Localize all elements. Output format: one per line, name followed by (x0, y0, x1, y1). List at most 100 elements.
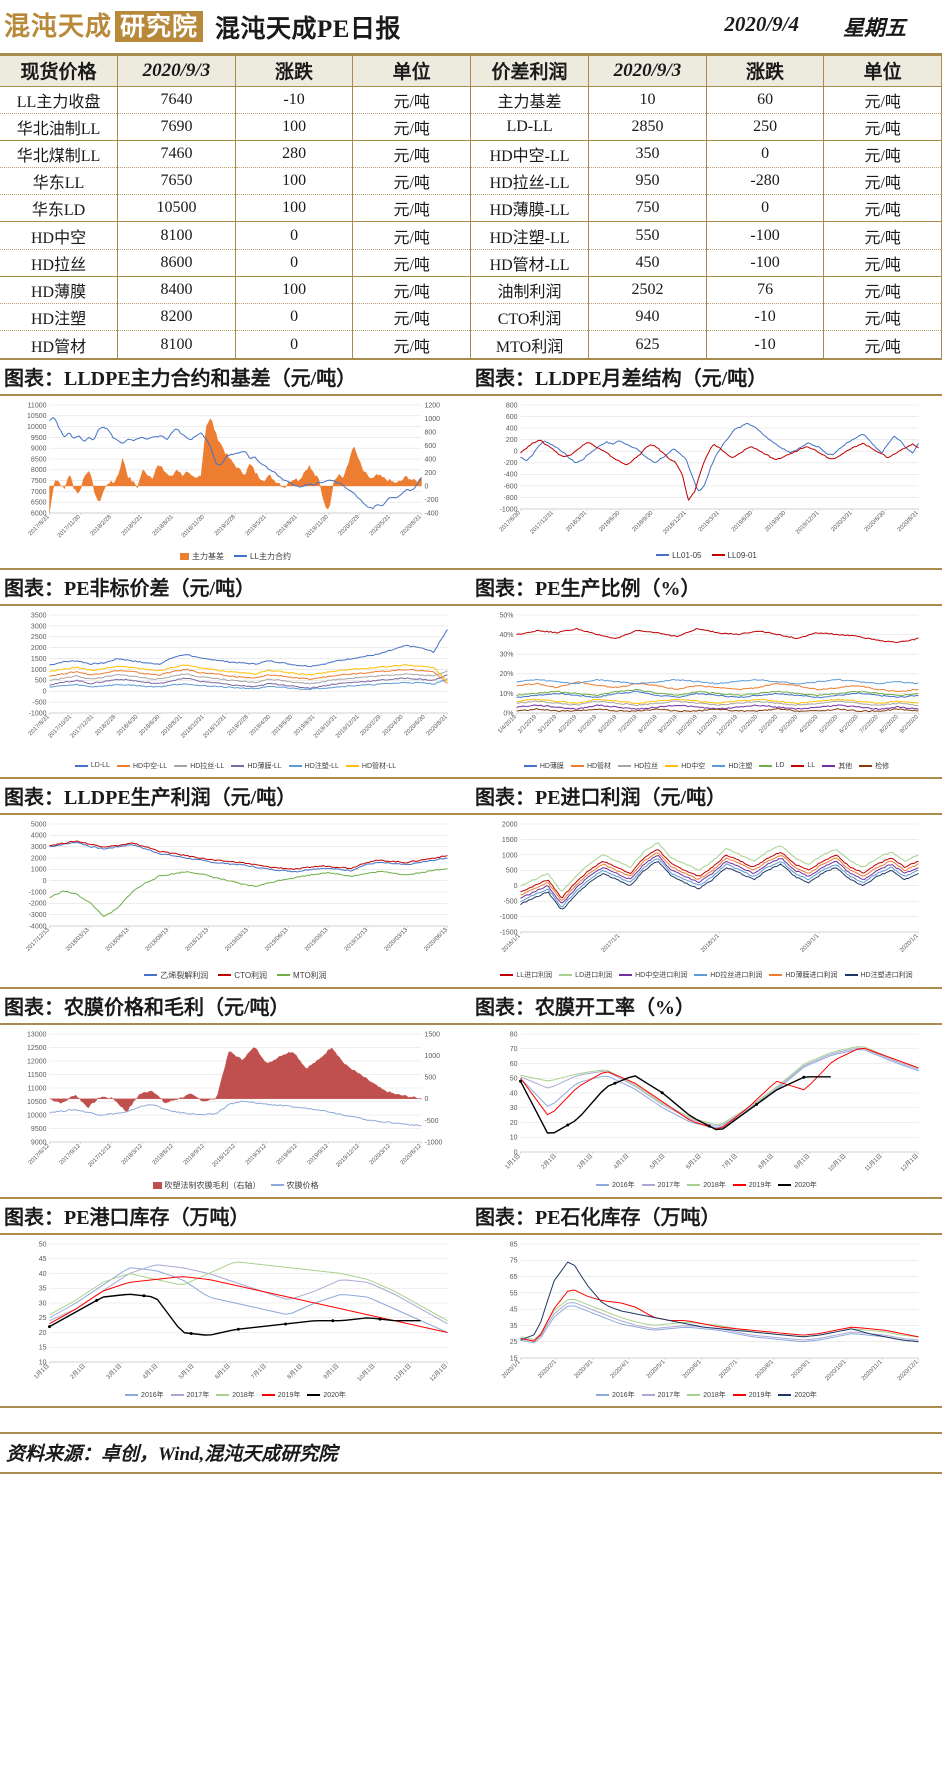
chart-lldpe-main-basis[interactable]: 6000 6500 7000 7500 8000 8500 9000 9500 10000 105… (0, 396, 471, 568)
legend-item: CTO利润 (218, 970, 267, 981)
spread-row-6-label: HD管材-LL (471, 249, 590, 277)
x-tick-label: 2019/2/28 (227, 714, 251, 738)
table-row: HD注塑-LL 550 -100 元/吨 (471, 221, 942, 250)
x-tick-label: 2018/12/13 (185, 927, 211, 953)
x-tick-label: 2018/3/12 (121, 1143, 145, 1167)
series-marker (142, 1294, 146, 1298)
legend-label: HD拉丝 (634, 762, 659, 770)
lldpe-main-basis-plot-area: 6000 6500 7000 7500 8000 8500 9000 9500 10000 105… (2, 399, 469, 549)
spot-row-8-label: HD注塑 (0, 303, 119, 332)
y-tick-label: 6000 (31, 510, 47, 517)
chart-agri-film-operating-rate[interactable]: 0 10 20 30 40 50 60 70 80 1月1日 2月1日 3月1日 4月1日 5月1日 6月1… (471, 1025, 942, 1197)
y-tick-label: -1000 (29, 710, 47, 717)
spread-row-5-change: -100 (706, 221, 825, 250)
spread-row-0-unit: 元/吨 (823, 86, 942, 114)
y-tick-label: 10% (499, 691, 513, 698)
table-row: 主力基差 10 60 元/吨 (471, 86, 942, 114)
x-tick-label: 2020/7/1 (718, 1359, 739, 1380)
spread-row-2-change: 0 (706, 140, 825, 169)
spot-row-6-unit: 元/吨 (352, 249, 471, 277)
legend-label: CTO利润 (234, 970, 268, 980)
y2-tick-label: -400 (425, 510, 439, 517)
chart-pe-import-profit[interactable]: -1500 -1000 -500 0 500 1000 1500 2000 2016/1/1 20… (471, 815, 942, 987)
series-line-4 (49, 678, 448, 691)
spot-row-9-change: 0 (235, 330, 354, 358)
legend-item: HD拉丝进口利润 (694, 970, 762, 980)
y-tick-label: 25 (510, 1339, 518, 1346)
x-tick-label: 2020/9/1 (791, 1359, 812, 1380)
table-row: HD薄膜 8400 100 元/吨 (0, 276, 471, 305)
series-line-1 (49, 668, 448, 684)
y-tick-label: -500 (503, 898, 517, 905)
x-tick-label: 2017/9/12 (59, 1143, 83, 1167)
spot-row-5-value: 8100 (117, 221, 236, 250)
x-tick-label: 6/2/2020 (839, 714, 860, 735)
legend-line-icon (288, 764, 302, 767)
series-line-2 (49, 868, 448, 917)
chart-pe-port-inventory[interactable]: 10 15 20 25 30 35 40 45 50 1月1日 2月1日 3月1日 4月1日 5月1日 6月… (0, 1235, 471, 1406)
agri-film-operating-rate-legend: 2016年 2017年 2018年 2019年 2020年 (473, 1178, 940, 1194)
legend-item: HD中空 (665, 761, 705, 771)
spot-row-4-unit: 元/吨 (352, 194, 471, 223)
legend-item: HD管材-LL (345, 761, 396, 771)
legend-item: HD拉丝 (618, 761, 658, 771)
spread-row-4-label: HD薄膜-LL (471, 194, 590, 223)
y-tick-label: 0 (514, 1149, 518, 1156)
spot-row-2-change: 280 (235, 140, 354, 169)
table-row: HD管材 8100 0 元/吨 (0, 330, 471, 358)
legend-line-icon (345, 764, 359, 767)
y-tick-label: 10 (39, 1359, 47, 1366)
y2-tick-label: -500 (425, 1118, 439, 1125)
pe-daily-report-page: 混沌天成 研究院 混沌天成PE日报 2020/9/4 星期五 现货价格 2020/… (0, 7, 942, 1474)
legend-label: LL进口利润 (516, 971, 553, 979)
y-tick-label: 30 (510, 1105, 518, 1112)
logo-institute-badge: 研究院 (115, 11, 204, 42)
legend-item: 2020年 (307, 1390, 346, 1400)
legend-line-icon (769, 973, 783, 976)
x-tick-label: 4/2/2019 (557, 714, 578, 735)
x-tick-label: 2019/12/12 (335, 1143, 361, 1169)
spot-row-3-label: 华东LL (0, 167, 119, 196)
series-area-0 (49, 418, 422, 513)
chart-lldpe-spread-structure[interactable]: -1000 -800 -600 -400 -200 0 200 400 600 800 2017/6… (471, 396, 942, 568)
spot-row-0-change: -10 (235, 86, 354, 114)
y2-tick-label: 0 (425, 483, 429, 490)
spot-row-3-unit: 元/吨 (352, 167, 471, 196)
spread-row-0-change: 60 (706, 86, 825, 114)
spot-row-9-unit: 元/吨 (352, 330, 471, 358)
spot-row-4-label: 华东LD (0, 194, 119, 223)
chart-pe-nonstandard-spread[interactable]: -1000 -500 0 500 1000 1500 2000 2500 3000 3500 201… (0, 606, 471, 777)
y-tick-label: 40 (510, 1090, 518, 1097)
table-row: HD中空 8100 0 元/吨 (0, 221, 471, 250)
spot-row-1-label: 华北油制LL (0, 113, 119, 141)
series-line-2 (49, 670, 448, 685)
spread-col-0: 价差利润 (471, 56, 590, 87)
x-tick-label: 2020/11/1 (861, 1359, 884, 1382)
y2-tick-label: 200 (425, 470, 437, 477)
legend-label: MTO利润 (293, 970, 327, 980)
x-tick-label: 2017/1/1 (601, 933, 622, 954)
legend-item: 2018年 (216, 1390, 255, 1400)
legend-line-icon (174, 764, 188, 767)
y-tick-label: 500 (506, 868, 518, 875)
y-tick-label: -1500 (500, 929, 518, 936)
charts-row-0: 6000 6500 7000 7500 8000 8500 9000 9500 10000 105… (0, 396, 942, 568)
legend-line-icon (694, 973, 708, 976)
legend-label: HD注塑-LL (304, 762, 339, 770)
legend-item: LL09-01 (711, 551, 757, 560)
chart-pe-production-ratio[interactable]: 0% 10% 20% 30% 40% 50% 1/4/2019 2/1/2019 3/1/201… (471, 606, 942, 777)
spread-row-1-label: LD-LL (471, 113, 590, 141)
x-tick-label: 3月1日 (576, 1152, 594, 1170)
legend-item: 2016年 (596, 1180, 635, 1190)
x-tick-label: 2017/12/12 (87, 1143, 113, 1169)
chart-pe-petchem-inventory[interactable]: 15 25 35 45 55 65 75 85 2020/1/1 2020/2/1 2020/3/1… (471, 1235, 942, 1406)
company-logo: 混沌天成 研究院 (4, 7, 204, 47)
series-line-3 (520, 1047, 919, 1130)
chart-lldpe-production-profit[interactable]: -4000 -3000 -2000 -1000 0 1000 2000 3000 4000 500… (0, 815, 471, 987)
chart-agri-film-price-margin[interactable]: 9000 9500 10000 10500 11000 11500 12000 12500 13… (0, 1025, 471, 1197)
series-line-1 (520, 439, 919, 501)
legend-label: 2016年 (612, 1181, 635, 1189)
x-tick-label: 2018/9/30 (631, 510, 655, 534)
series-marker (284, 1322, 288, 1326)
